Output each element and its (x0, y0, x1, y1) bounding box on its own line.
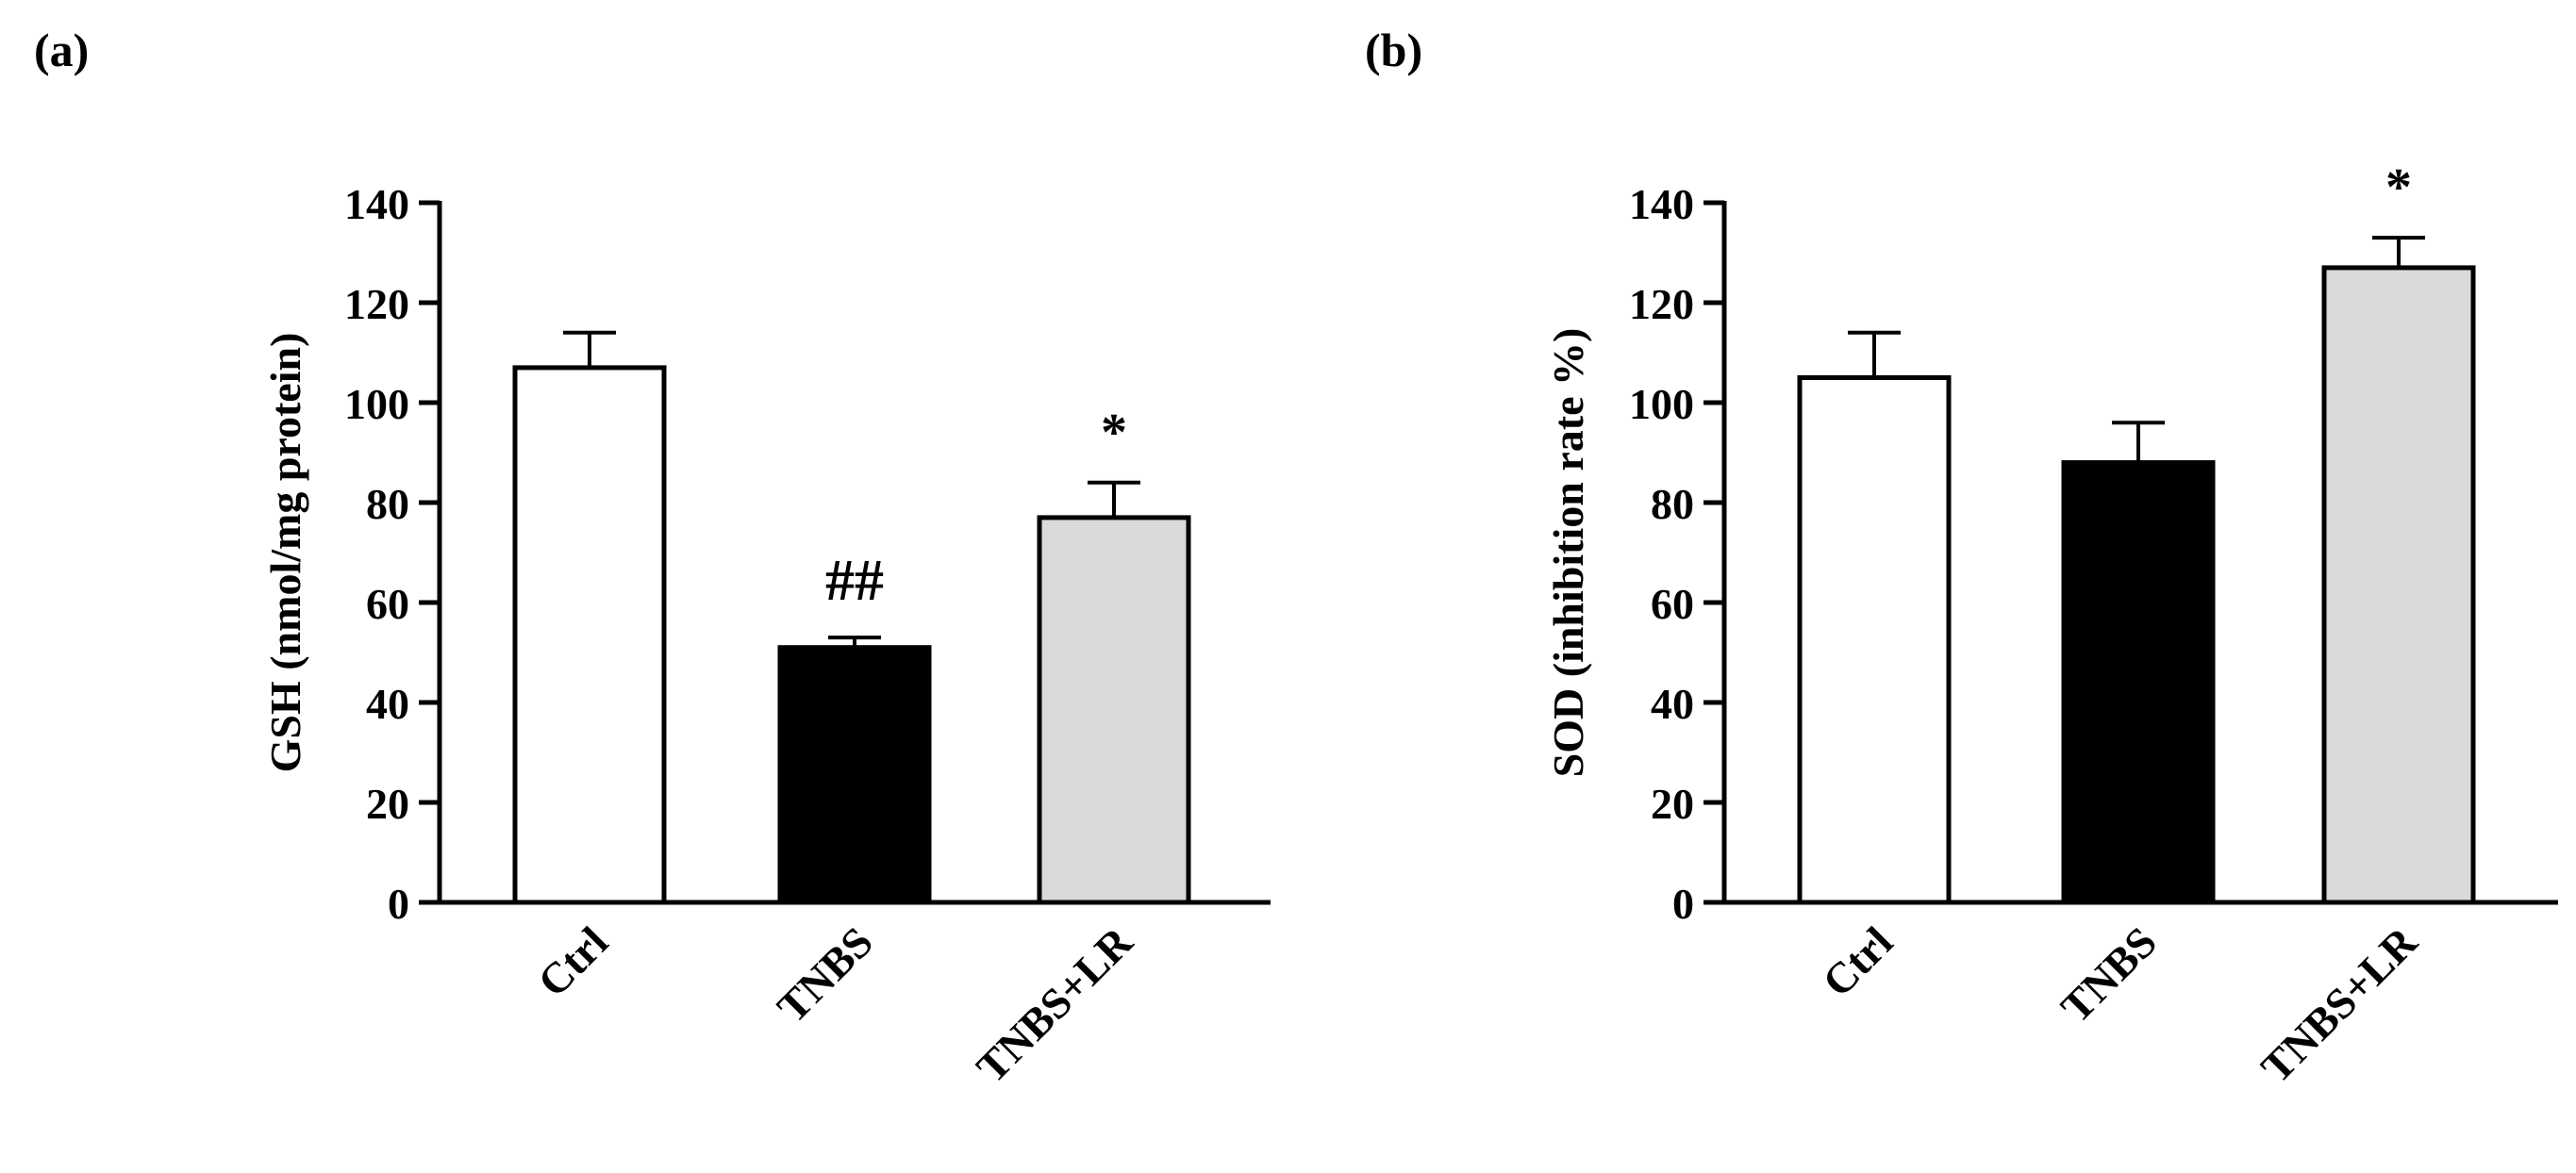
y-tick-label: 140 (1629, 180, 1694, 228)
bar-ctrl (1797, 375, 1952, 905)
x-tick-label: TNBS+LR (2252, 917, 2426, 1091)
significance-mark: * (2385, 158, 2412, 217)
x-tick-label: TNBS (768, 917, 882, 1032)
bar-tnbs-lr (2321, 265, 2476, 905)
y-tick-label: 80 (366, 480, 409, 528)
y-tick-label: 60 (1651, 580, 1694, 628)
x-tick-label: Ctrl (528, 917, 617, 1006)
bar-tnbs (2061, 460, 2216, 905)
bar-tnbs (777, 645, 932, 905)
y-axis-label: GSH (nmol/mg protein) (261, 333, 309, 773)
y-tick-label: 60 (366, 580, 409, 628)
bar-ctrl (512, 365, 667, 905)
y-tick-label: 20 (366, 780, 409, 828)
x-tick-label: TNBS+LR (967, 917, 1141, 1091)
y-tick-label: 120 (1629, 280, 1694, 328)
y-axis-label: SOD (inhibition rate %) (1544, 328, 1592, 778)
bar-tnbs-lr (1037, 515, 1191, 905)
panel-b: (b) Ctrl TNBS * TNBS+LR 0 20 40 60 80 100 120 140 SO… (1365, 24, 2558, 1092)
y-tick-label: 100 (344, 380, 409, 428)
y-tick-label: 0 (1672, 880, 1694, 928)
x-tick-label: TNBS (2052, 917, 2166, 1032)
y-tick-label: 40 (366, 680, 409, 728)
y-tick-label: 120 (344, 280, 409, 328)
y-tick-label: 140 (344, 180, 409, 228)
y-tick-label: 80 (1651, 480, 1694, 528)
y-tick-label: 100 (1629, 380, 1694, 428)
y-tick-label: 40 (1651, 680, 1694, 728)
y-tick-label: 20 (1651, 780, 1694, 828)
panel-a-label: (a) (34, 24, 89, 76)
panel-b-label: (b) (1365, 24, 1422, 76)
x-tick-label: Ctrl (1813, 917, 1902, 1006)
panel-a: (a) Ctrl ## TNBS * TNBS+LR 0 20 40 60 80 100 120 140… (34, 24, 1271, 1092)
significance-mark: * (1101, 404, 1127, 462)
significance-mark: ## (825, 549, 884, 613)
y-tick-label: 0 (388, 880, 409, 928)
